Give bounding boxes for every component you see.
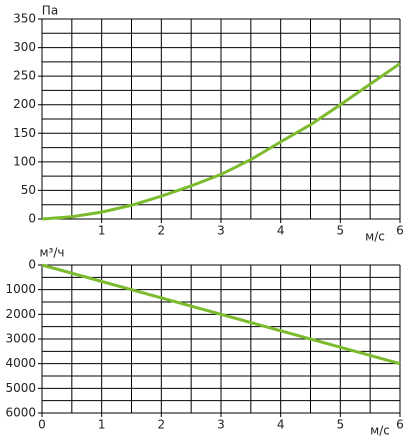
data-line [41, 62, 401, 221]
y-axis-label: м³/ч [40, 246, 65, 260]
x-tick-label: 0 [38, 418, 46, 432]
x-axis-label: м/с [365, 230, 385, 244]
y-tick-label: 5000 [5, 381, 36, 395]
y-tick-label: 0 [28, 258, 36, 272]
x-tick-label: 1 [98, 224, 106, 238]
y-tick-label: 50 [21, 183, 36, 197]
y-tick-label: 150 [13, 126, 36, 140]
y-tick-label: 3000 [5, 332, 36, 346]
x-tick-label: 1 [98, 418, 106, 432]
y-tick-label: 1000 [5, 282, 36, 296]
x-tick-label: 4 [277, 224, 285, 238]
x-tick-label: 4 [277, 418, 285, 432]
x-tick-label: 5 [337, 418, 345, 432]
y-tick-label: 300 [13, 40, 36, 54]
x-tick-label: 6 [396, 224, 404, 238]
x-axis-label: м/с [370, 424, 390, 438]
x-tick-label: 2 [158, 418, 166, 432]
data-line [41, 263, 401, 366]
y-tick-label: 200 [13, 97, 36, 111]
y-tick-label: 0 [28, 212, 36, 226]
x-tick-label: 5 [337, 224, 345, 238]
y-tick-label: 4000 [5, 356, 36, 370]
y-tick-label: 100 [13, 154, 36, 168]
y-tick-label: 2000 [5, 307, 36, 321]
x-tick-label: 6 [396, 418, 404, 432]
y-tick-label: 350 [13, 12, 36, 26]
y-tick-label: 6000 [5, 406, 36, 420]
y-axis-label: Па [42, 4, 58, 18]
x-tick-label: 2 [158, 224, 166, 238]
y-tick-label: 250 [13, 69, 36, 83]
x-tick-label: 3 [217, 418, 225, 432]
x-tick-label: 3 [217, 224, 225, 238]
